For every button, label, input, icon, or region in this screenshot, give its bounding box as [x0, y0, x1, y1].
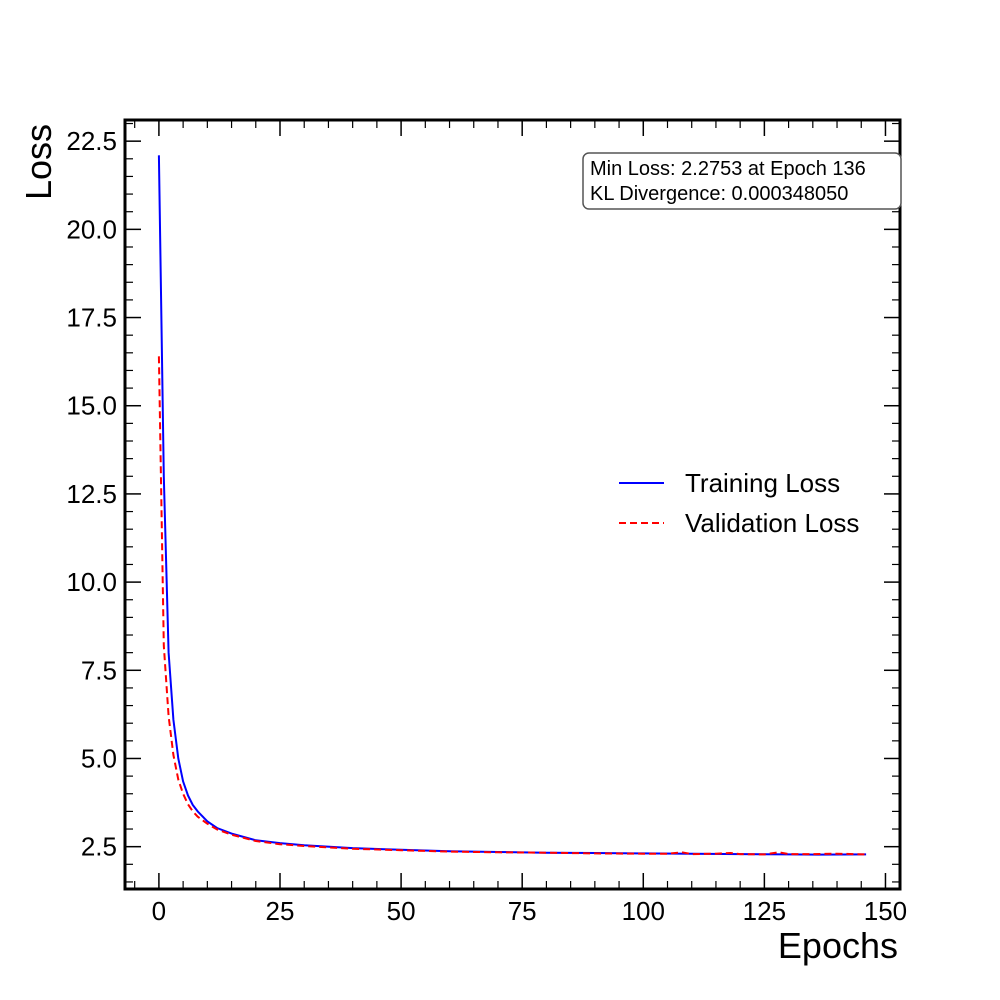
x-tick-label: 150 [864, 896, 907, 926]
y-tick-label: 2.5 [81, 832, 117, 862]
minor-ticks [125, 120, 900, 889]
annotation-box: Min Loss: 2.2753 at Epoch 136 KL Diverge… [582, 152, 902, 210]
legend-label-training: Training Loss [685, 468, 840, 498]
major-ticks [125, 120, 900, 889]
plot-frame [123, 118, 902, 891]
x-tick-label: 100 [622, 896, 665, 926]
y-axis-title: Loss [18, 124, 59, 200]
y-tick-label: 7.5 [81, 655, 117, 685]
x-tick-labels: 0 25 50 75 100 125 150 [152, 896, 907, 926]
annotation-frame [582, 152, 902, 210]
y-tick-label: 15.0 [66, 391, 117, 421]
x-tick-label: 75 [508, 896, 537, 926]
y-tick-label: 17.5 [66, 303, 117, 333]
legend: Training Loss Validation Loss [619, 468, 859, 538]
training-loss-line [157, 155, 867, 856]
x-tick-label: 50 [387, 896, 416, 926]
y-tick-label: 20.0 [66, 214, 117, 244]
x-tick-label: 0 [152, 896, 166, 926]
x-tick-label: 125 [743, 896, 786, 926]
y-tick-label: 12.5 [66, 479, 117, 509]
annotation-kl-divergence: KL Divergence: 0.000348050 [590, 183, 848, 205]
y-tick-label: 22.5 [66, 126, 117, 156]
series-layer [157, 155, 867, 856]
y-tick-label: 10.0 [66, 567, 117, 597]
validation-loss-line [157, 356, 867, 856]
y-tick-label: 5.0 [81, 743, 117, 773]
x-axis-title: Epochs [778, 925, 898, 966]
annotation-min-loss: Min Loss: 2.2753 at Epoch 136 [590, 158, 866, 180]
x-tick-label: 25 [266, 896, 295, 926]
legend-label-validation: Validation Loss [685, 508, 859, 538]
y-tick-labels: 2.5 5.0 7.5 10.0 12.5 15.0 17.5 20.0 22.5 [66, 126, 117, 862]
